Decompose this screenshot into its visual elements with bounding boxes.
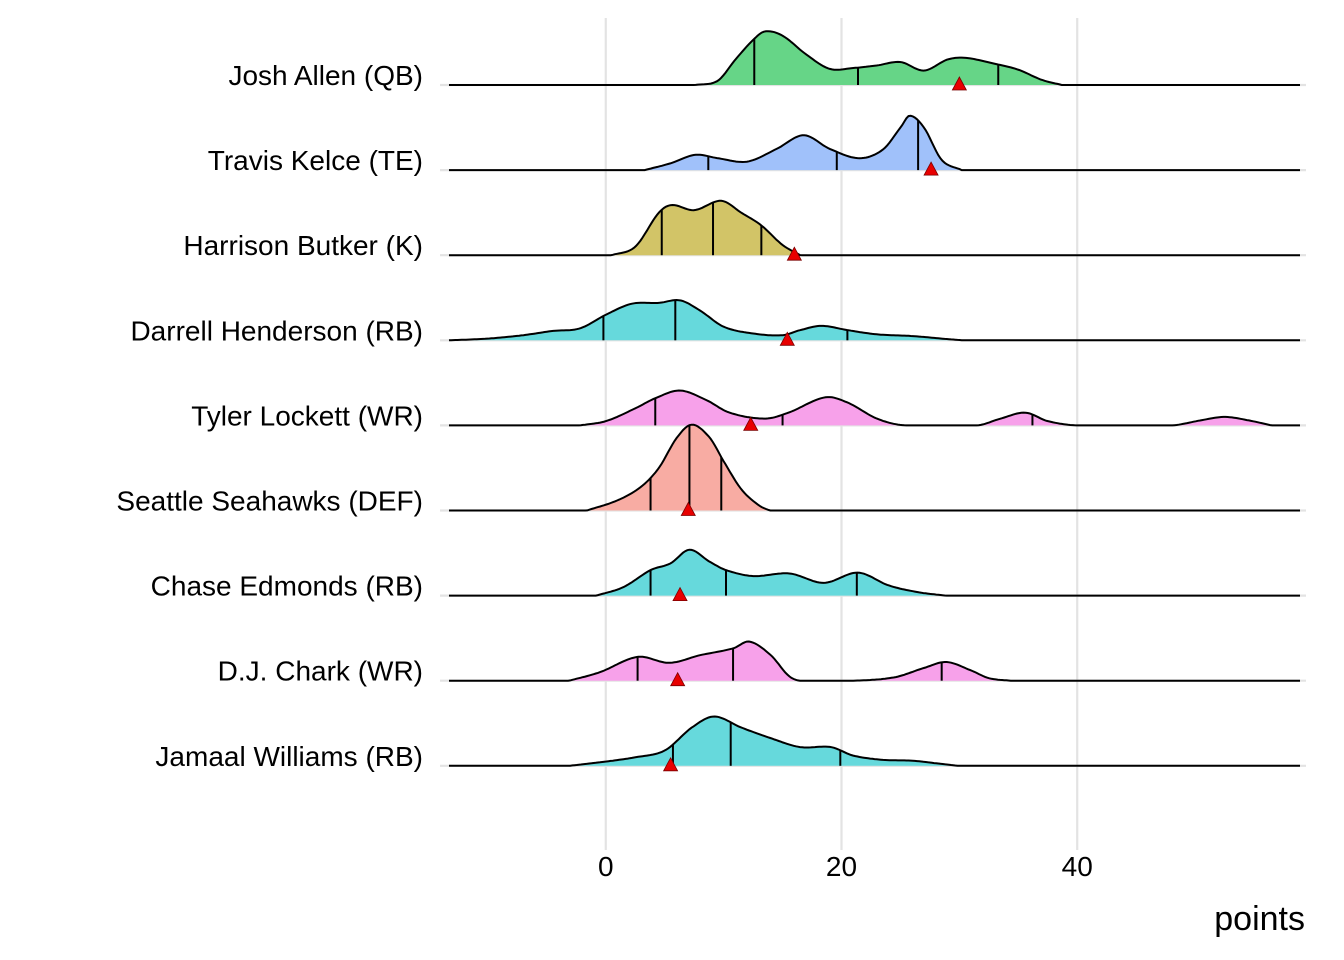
ridge-6: [449, 548, 1300, 601]
y-axis-label: Jamaal Williams (RB): [155, 741, 423, 772]
density-outline: [449, 389, 1300, 427]
density-area: [449, 424, 1300, 511]
marker-triangle: [669, 671, 686, 687]
density-area: [449, 31, 1300, 85]
density-outline: [449, 715, 1300, 767]
marker-triangle: [680, 501, 696, 516]
gridlines: [440, 18, 1306, 850]
marker-triangle: [779, 331, 795, 346]
ridges: [448, 30, 1300, 772]
density-outline: [449, 640, 1300, 682]
y-axis-labels: Josh Allen (QB) Travis Kelce (TE) Harrison…: [116, 60, 423, 772]
y-axis-label: Seattle Seahawks (DEF): [116, 486, 423, 517]
y-axis-label: D.J. Chark (WR): [218, 656, 423, 687]
y-axis-label: Travis Kelce (TE): [208, 145, 423, 176]
density-outline: [449, 423, 1300, 512]
marker-triangle: [786, 246, 803, 261]
marker-triangle: [923, 161, 939, 176]
ridge-3: [448, 298, 1300, 346]
ridge-1: [449, 114, 1300, 176]
y-axis-label: Harrison Butker (K): [183, 230, 423, 261]
density-area: [449, 300, 1300, 341]
density-area: [449, 716, 1300, 766]
density-area: [449, 390, 1300, 426]
ridge-4: [449, 389, 1300, 431]
density-outline: [448, 298, 1300, 342]
density-area: [449, 641, 1300, 681]
density-outline: [449, 30, 1300, 86]
x-axis-title: points: [1214, 900, 1305, 938]
y-axis-label: Tyler Lockett (WR): [191, 400, 423, 431]
marker-triangle: [951, 76, 968, 91]
marker-triangle: [743, 416, 759, 431]
marker-triangle: [662, 756, 679, 772]
density-outline: [449, 199, 1300, 257]
density-area: [449, 549, 1300, 596]
ridge-8: [449, 715, 1300, 772]
x-tick-label: 20: [826, 851, 857, 882]
x-tick-label: 0: [598, 851, 614, 882]
density-area: [449, 115, 1300, 171]
y-axis-label: Chase Edmonds (RB): [151, 571, 423, 602]
ridge-2: [449, 199, 1300, 261]
ridge-5: [449, 423, 1300, 516]
y-axis-label: Josh Allen (QB): [228, 60, 423, 91]
x-axis-ticks: 0 20 40: [598, 851, 1093, 882]
density-outline: [449, 548, 1300, 597]
ridge-7: [449, 640, 1300, 687]
density-outline: [449, 114, 1300, 172]
density-area: [449, 200, 1300, 256]
marker-triangle: [672, 586, 688, 601]
y-axis-label: Darrell Henderson (RB): [130, 315, 423, 346]
ridge-0: [449, 30, 1300, 91]
x-tick-label: 40: [1062, 851, 1093, 882]
